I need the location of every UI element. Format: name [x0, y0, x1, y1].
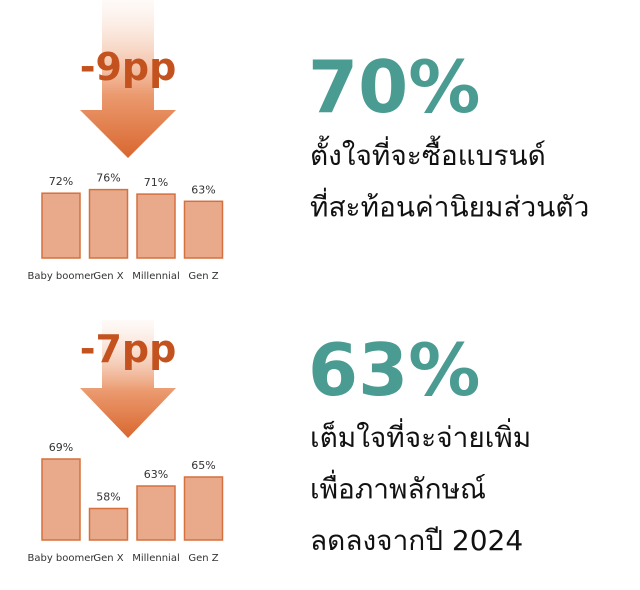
bar: [183, 200, 224, 259]
value-label: 65%: [191, 459, 215, 472]
category-label: Gen X: [93, 271, 123, 282]
bar: [41, 458, 81, 541]
arrow: [80, 320, 176, 438]
category-label: Gen X: [93, 553, 123, 564]
description: ที่สะท้อนค่านิยมส่วนตัว: [310, 188, 589, 224]
bar: [41, 192, 81, 259]
value-label: 72%: [49, 175, 73, 188]
description: ลดลงจากปี 2024: [310, 524, 523, 557]
description: เต็มใจที่จะจ่ายเพิ่ม: [310, 418, 531, 454]
value-label: 58%: [96, 491, 120, 504]
description: เพื่อภาพลักษณ์: [310, 470, 486, 506]
change-annotation: -9pp: [80, 45, 177, 89]
value-label: 71%: [144, 176, 168, 189]
bar: [183, 476, 224, 541]
value-label: 69%: [49, 441, 73, 454]
value-label: 63%: [191, 183, 215, 196]
category-label: Gen Z: [188, 553, 218, 564]
category-label: Baby boomer: [27, 271, 95, 282]
value-label: 76%: [96, 172, 120, 185]
headline: 70%: [308, 45, 480, 129]
category-label: Millennial: [132, 553, 179, 564]
bar: [136, 193, 176, 259]
bar: [88, 507, 129, 541]
bar: [88, 188, 129, 259]
arrow: [80, 0, 176, 158]
category-label: Millennial: [132, 271, 179, 282]
category-label: Baby boomer: [27, 553, 95, 564]
description: ตั้งใจที่จะซื้อแบรนด์: [310, 135, 546, 172]
bar: [136, 485, 176, 541]
value-label: 63%: [144, 468, 168, 481]
category-label: Gen Z: [188, 271, 218, 282]
headline: 63%: [308, 328, 480, 412]
change-annotation: -7pp: [80, 327, 177, 371]
